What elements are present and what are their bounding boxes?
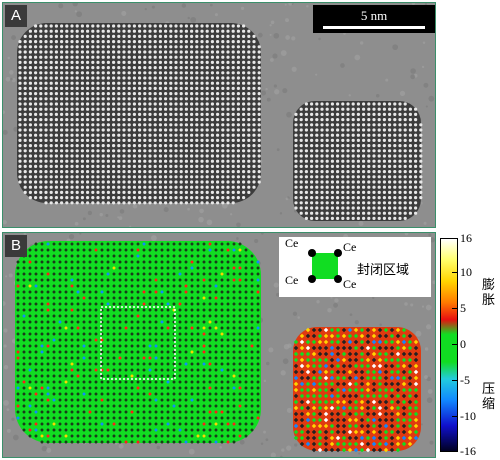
colorbar-tick-10: 10 [460, 265, 472, 279]
scale-bar-box: 5 nm [313, 5, 435, 33]
ce-label-top-left: Ce [285, 236, 299, 250]
colorbar-tick-minus5: -5 [460, 373, 470, 387]
strain-map-image [3, 233, 435, 457]
closed-region-legend: Ce Ce Ce Ce 封闭区域 [279, 236, 431, 297]
colorbar-compression-label: 压缩 [482, 382, 496, 412]
colorbar-tick-minus16: -16 [460, 444, 476, 458]
colorbar-expansion-label: 膨胀 [482, 278, 496, 308]
panel-a-tem-image: A 5 nm [2, 2, 436, 228]
tem-lattice-image [3, 3, 435, 227]
colorbar-tick-5: 5 [460, 301, 466, 315]
colorbar-tick-minus10: -10 [460, 409, 476, 423]
panel-a-label: A [5, 5, 27, 27]
panel-b-label: B [5, 235, 27, 257]
legend-square-icon [308, 249, 342, 283]
ce-label-bottom-right: Ce [343, 277, 357, 291]
panel-b-strain-map: B Ce Ce Ce Ce 封闭区域 [2, 232, 436, 458]
scale-bar-label: 5 nm [360, 8, 388, 23]
ce-label-bottom-left: Ce [285, 273, 299, 287]
colorbar-gradient [440, 238, 458, 452]
strain-colorbar: 16 10 5 0 -5 -10 -16 膨胀 压缩 [438, 232, 500, 458]
colorbar-tick-16: 16 [460, 231, 472, 245]
closed-region-label: 封闭区域 [357, 263, 410, 278]
scale-bar [323, 26, 425, 29]
colorbar-tick-0: 0 [460, 337, 466, 351]
ce-label-top-right: Ce [343, 240, 357, 254]
